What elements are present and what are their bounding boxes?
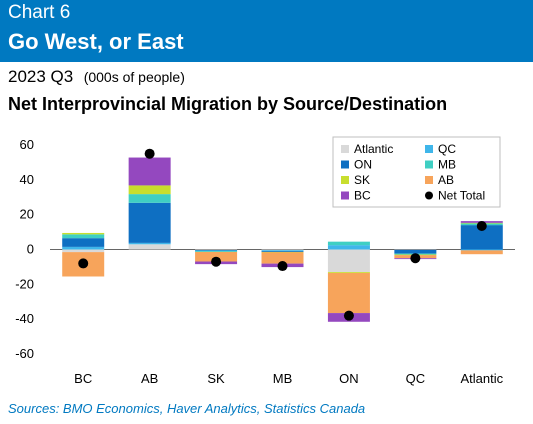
subtitle-row: 2023 Q3 (000s of people)	[8, 67, 185, 87]
y-tick-label: 40	[20, 172, 34, 187]
bar-segment-mb-on	[261, 251, 304, 252]
bar-segment-mb-qc	[261, 250, 304, 252]
bar-segment-ab-qc	[128, 242, 171, 245]
sources-note: Sources: BMO Economics, Haver Analytics,…	[8, 401, 366, 416]
migration-chart: 60 40 20 0 -20 -40 -60 BC AB SK MB ON QC Atlantic Atla…	[15, 136, 515, 386]
bar-segment-mb-sk	[261, 251, 304, 253]
chart-number: Chart 6	[8, 2, 71, 23]
legend-swatch-ab	[425, 176, 433, 184]
x-tick-label: ON	[339, 371, 359, 386]
x-tick-label: AB	[141, 371, 158, 386]
bar-segment-sk-on	[195, 250, 238, 252]
bar-segment-ab-bc	[128, 157, 171, 186]
bar-segment-on-qc	[327, 245, 370, 250]
main-title: Net Interprovincial Migration by Source/…	[8, 94, 448, 114]
bar-segment-atlantic-qc	[460, 249, 503, 251]
y-tick-label: 20	[20, 207, 34, 222]
legend-swatch-on	[341, 160, 349, 169]
bar-segment-bc-qc	[62, 246, 105, 250]
x-tick-label: QC	[406, 371, 426, 386]
legend-label: Atlantic	[354, 142, 393, 156]
header-band: Chart 6 Go West, or East	[0, 0, 533, 62]
bar-segment-ab-on	[128, 202, 171, 243]
bar-segment-bc-atlantic	[62, 249, 105, 253]
net-total-point-on	[343, 310, 354, 321]
bar-segment-bc-mb	[62, 234, 105, 239]
net-total-point-qc	[410, 253, 421, 264]
y-tick-label: 60	[20, 137, 34, 152]
bar-segment-bc-sk	[62, 232, 105, 235]
net-total-point-bc	[78, 258, 89, 269]
units-label: (000s of people)	[83, 69, 185, 85]
y-tick-label: -20	[15, 276, 34, 291]
legend-swatch-bc	[341, 191, 349, 200]
net-total-point-ab	[144, 148, 155, 159]
chart-title: Go West, or East	[8, 29, 184, 54]
legend-marker-net-total	[425, 191, 433, 200]
legend-label: BC	[354, 189, 371, 203]
x-tick-label: SK	[207, 371, 225, 386]
bar-segment-sk-mb	[195, 251, 238, 252]
period-label: 2023 Q3	[8, 67, 74, 86]
legend-label: AB	[438, 173, 454, 187]
bar-segment-mb-atlantic	[261, 249, 304, 251]
legend-swatch-qc	[425, 145, 433, 153]
y-tick-label: -60	[15, 346, 34, 361]
x-tick-label: Atlantic	[460, 371, 503, 386]
bar-segment-mb-ab	[261, 252, 304, 264]
bar-segment-bc-on	[62, 238, 105, 247]
legend-label: Net Total	[438, 189, 485, 203]
bar-segment-ab-sk	[128, 185, 171, 195]
legend-label: ON	[354, 158, 372, 172]
bar-segment-sk-qc	[195, 250, 238, 251]
bar-segment-sk-atlantic	[195, 249, 238, 251]
legend-label: QC	[438, 142, 456, 156]
bar-segment-atlantic-ab	[460, 250, 503, 255]
net-total-point-mb	[277, 261, 288, 272]
net-total-point-sk	[211, 256, 222, 267]
y-tick-label: 0	[27, 242, 34, 257]
legend-swatch-atlantic	[341, 145, 349, 153]
legend-swatch-mb	[425, 160, 433, 169]
x-tick-label: MB	[273, 371, 293, 386]
bar-segment-ab-atlantic	[128, 244, 171, 250]
bar-segment-qc-atlantic	[394, 249, 437, 251]
bar-segment-on-ab	[327, 273, 370, 314]
legend-swatch-sk	[341, 176, 349, 184]
bar-segment-on-mb	[327, 241, 370, 246]
x-tick-label: BC	[74, 371, 92, 386]
net-total-point-atlantic	[476, 220, 487, 231]
y-tick-label: -40	[15, 311, 34, 326]
bar-segment-on-atlantic	[327, 249, 370, 273]
legend-label: SK	[354, 173, 370, 187]
legend-label: MB	[438, 158, 456, 172]
legend-box	[332, 136, 501, 208]
bar-segment-ab-mb	[128, 194, 171, 203]
bar-segment-on-sk	[327, 272, 370, 274]
bar-segment-qc-on	[394, 249, 437, 254]
